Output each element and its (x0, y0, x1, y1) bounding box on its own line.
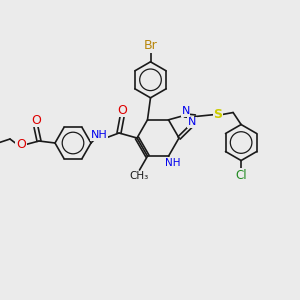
Text: Br: Br (144, 39, 158, 52)
Text: O: O (117, 103, 127, 116)
Text: N: N (182, 106, 190, 116)
Text: NH: NH (91, 130, 107, 140)
Text: Cl: Cl (235, 169, 247, 182)
Text: O: O (31, 113, 41, 127)
Text: S: S (214, 108, 223, 121)
Text: O: O (16, 139, 26, 152)
Text: NH: NH (165, 158, 180, 168)
Text: N: N (188, 117, 196, 127)
Text: CH₃: CH₃ (130, 171, 149, 181)
